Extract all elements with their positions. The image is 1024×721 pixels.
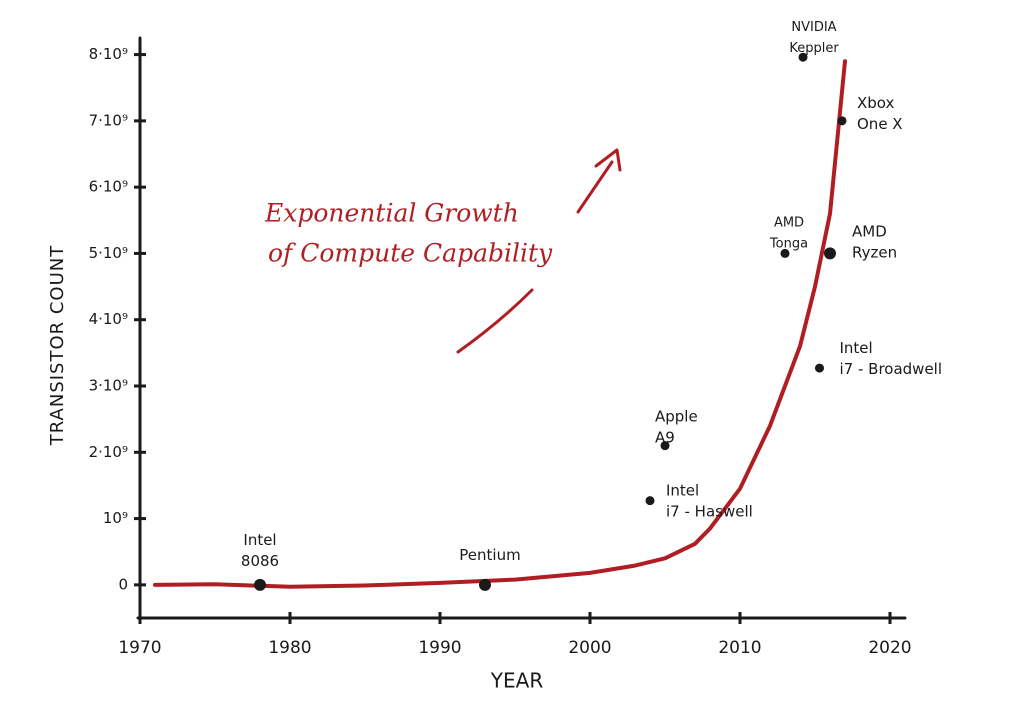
point-label: Pentium — [459, 545, 520, 563]
x-tick-label: 2000 — [568, 638, 611, 658]
y-tick-label: 2·10⁹ — [89, 443, 128, 461]
data-point — [254, 578, 266, 591]
y-axis-title: TRANSISTOR COUNT — [47, 245, 68, 446]
point-label-line: Intel — [666, 481, 699, 499]
point-label: NVIDIA Keppler — [789, 20, 839, 56]
point-label-line: i7 - Broadwell — [840, 360, 943, 378]
y-tick-label: 4·10⁹ — [89, 310, 128, 328]
y-tick-label: 8·10⁹ — [89, 45, 128, 63]
point-label-line: Apple — [655, 407, 698, 425]
point-label-line: A9 — [655, 428, 675, 446]
y-tick-label: 6·10⁹ — [89, 178, 128, 196]
point-label-line: Ryzen — [852, 243, 897, 261]
y-tick-label: 10⁹ — [103, 509, 128, 527]
x-tick-label: 2020 — [868, 638, 911, 658]
trend-line — [153, 59, 847, 589]
point-label-line: NVIDIA — [791, 20, 836, 35]
data-point — [479, 578, 491, 591]
annotation: of Compute Capability — [268, 239, 553, 268]
data-point — [824, 247, 836, 260]
point-label-line: Intel — [243, 530, 276, 548]
data-point — [645, 496, 655, 506]
data-point — [815, 363, 824, 373]
point-label-line: AMD — [852, 222, 887, 240]
point-label: AMD Ryzen — [852, 222, 897, 261]
point-label-line: Pentium — [459, 545, 520, 563]
point-label-line: One X — [857, 114, 903, 132]
point-label-line: Tonga — [769, 236, 808, 251]
y-tick-label: 0 — [118, 575, 128, 593]
y-tick-label: 5·10⁹ — [89, 244, 128, 262]
x-tick-label: 1990 — [418, 638, 461, 658]
y-tick-label: 3·10⁹ — [89, 377, 128, 395]
point-label: AMD Tonga — [769, 215, 808, 251]
point-label: Apple A9 — [655, 407, 698, 446]
x-tick-label: 1980 — [268, 638, 311, 658]
point-label: Intel i7 - Haswell — [666, 481, 753, 520]
point-label-line: Keppler — [789, 41, 839, 56]
x-tick-label: 2010 — [718, 638, 761, 658]
point-label-line: 8086 — [241, 551, 279, 569]
data-point — [837, 116, 847, 126]
point-label-line: Xbox — [857, 93, 895, 111]
point-label: Xbox One X — [857, 93, 903, 132]
data-point — [780, 248, 790, 258]
point-label-line: i7 - Haswell — [666, 502, 753, 520]
x-tick-label: 1970 — [118, 638, 161, 658]
point-label-line: AMD — [774, 215, 804, 230]
arrow — [456, 288, 534, 354]
annotation: Exponential Growth — [264, 199, 519, 228]
point-label: Intel i7 - Broadwell — [840, 339, 943, 378]
y-tick-label: 7·10⁹ — [89, 111, 128, 129]
point-label-line: Intel — [840, 339, 873, 357]
data-point — [660, 441, 670, 451]
arrow — [576, 148, 622, 214]
x-axis-title: YEAR — [490, 669, 544, 693]
point-label: Intel 8086 — [241, 530, 279, 569]
data-point — [798, 52, 808, 62]
